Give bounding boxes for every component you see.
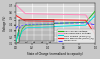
X-axis label: State of Charge (normalized to capacity): State of Charge (normalized to capacity) — [28, 52, 84, 56]
Legend: Cell charge voltage, Cell discharge voltage, OCV charge (from [1]), OCV discharg: Cell charge voltage, Cell discharge volt… — [57, 29, 95, 43]
Y-axis label: Voltage (V): Voltage (V) — [3, 15, 7, 31]
